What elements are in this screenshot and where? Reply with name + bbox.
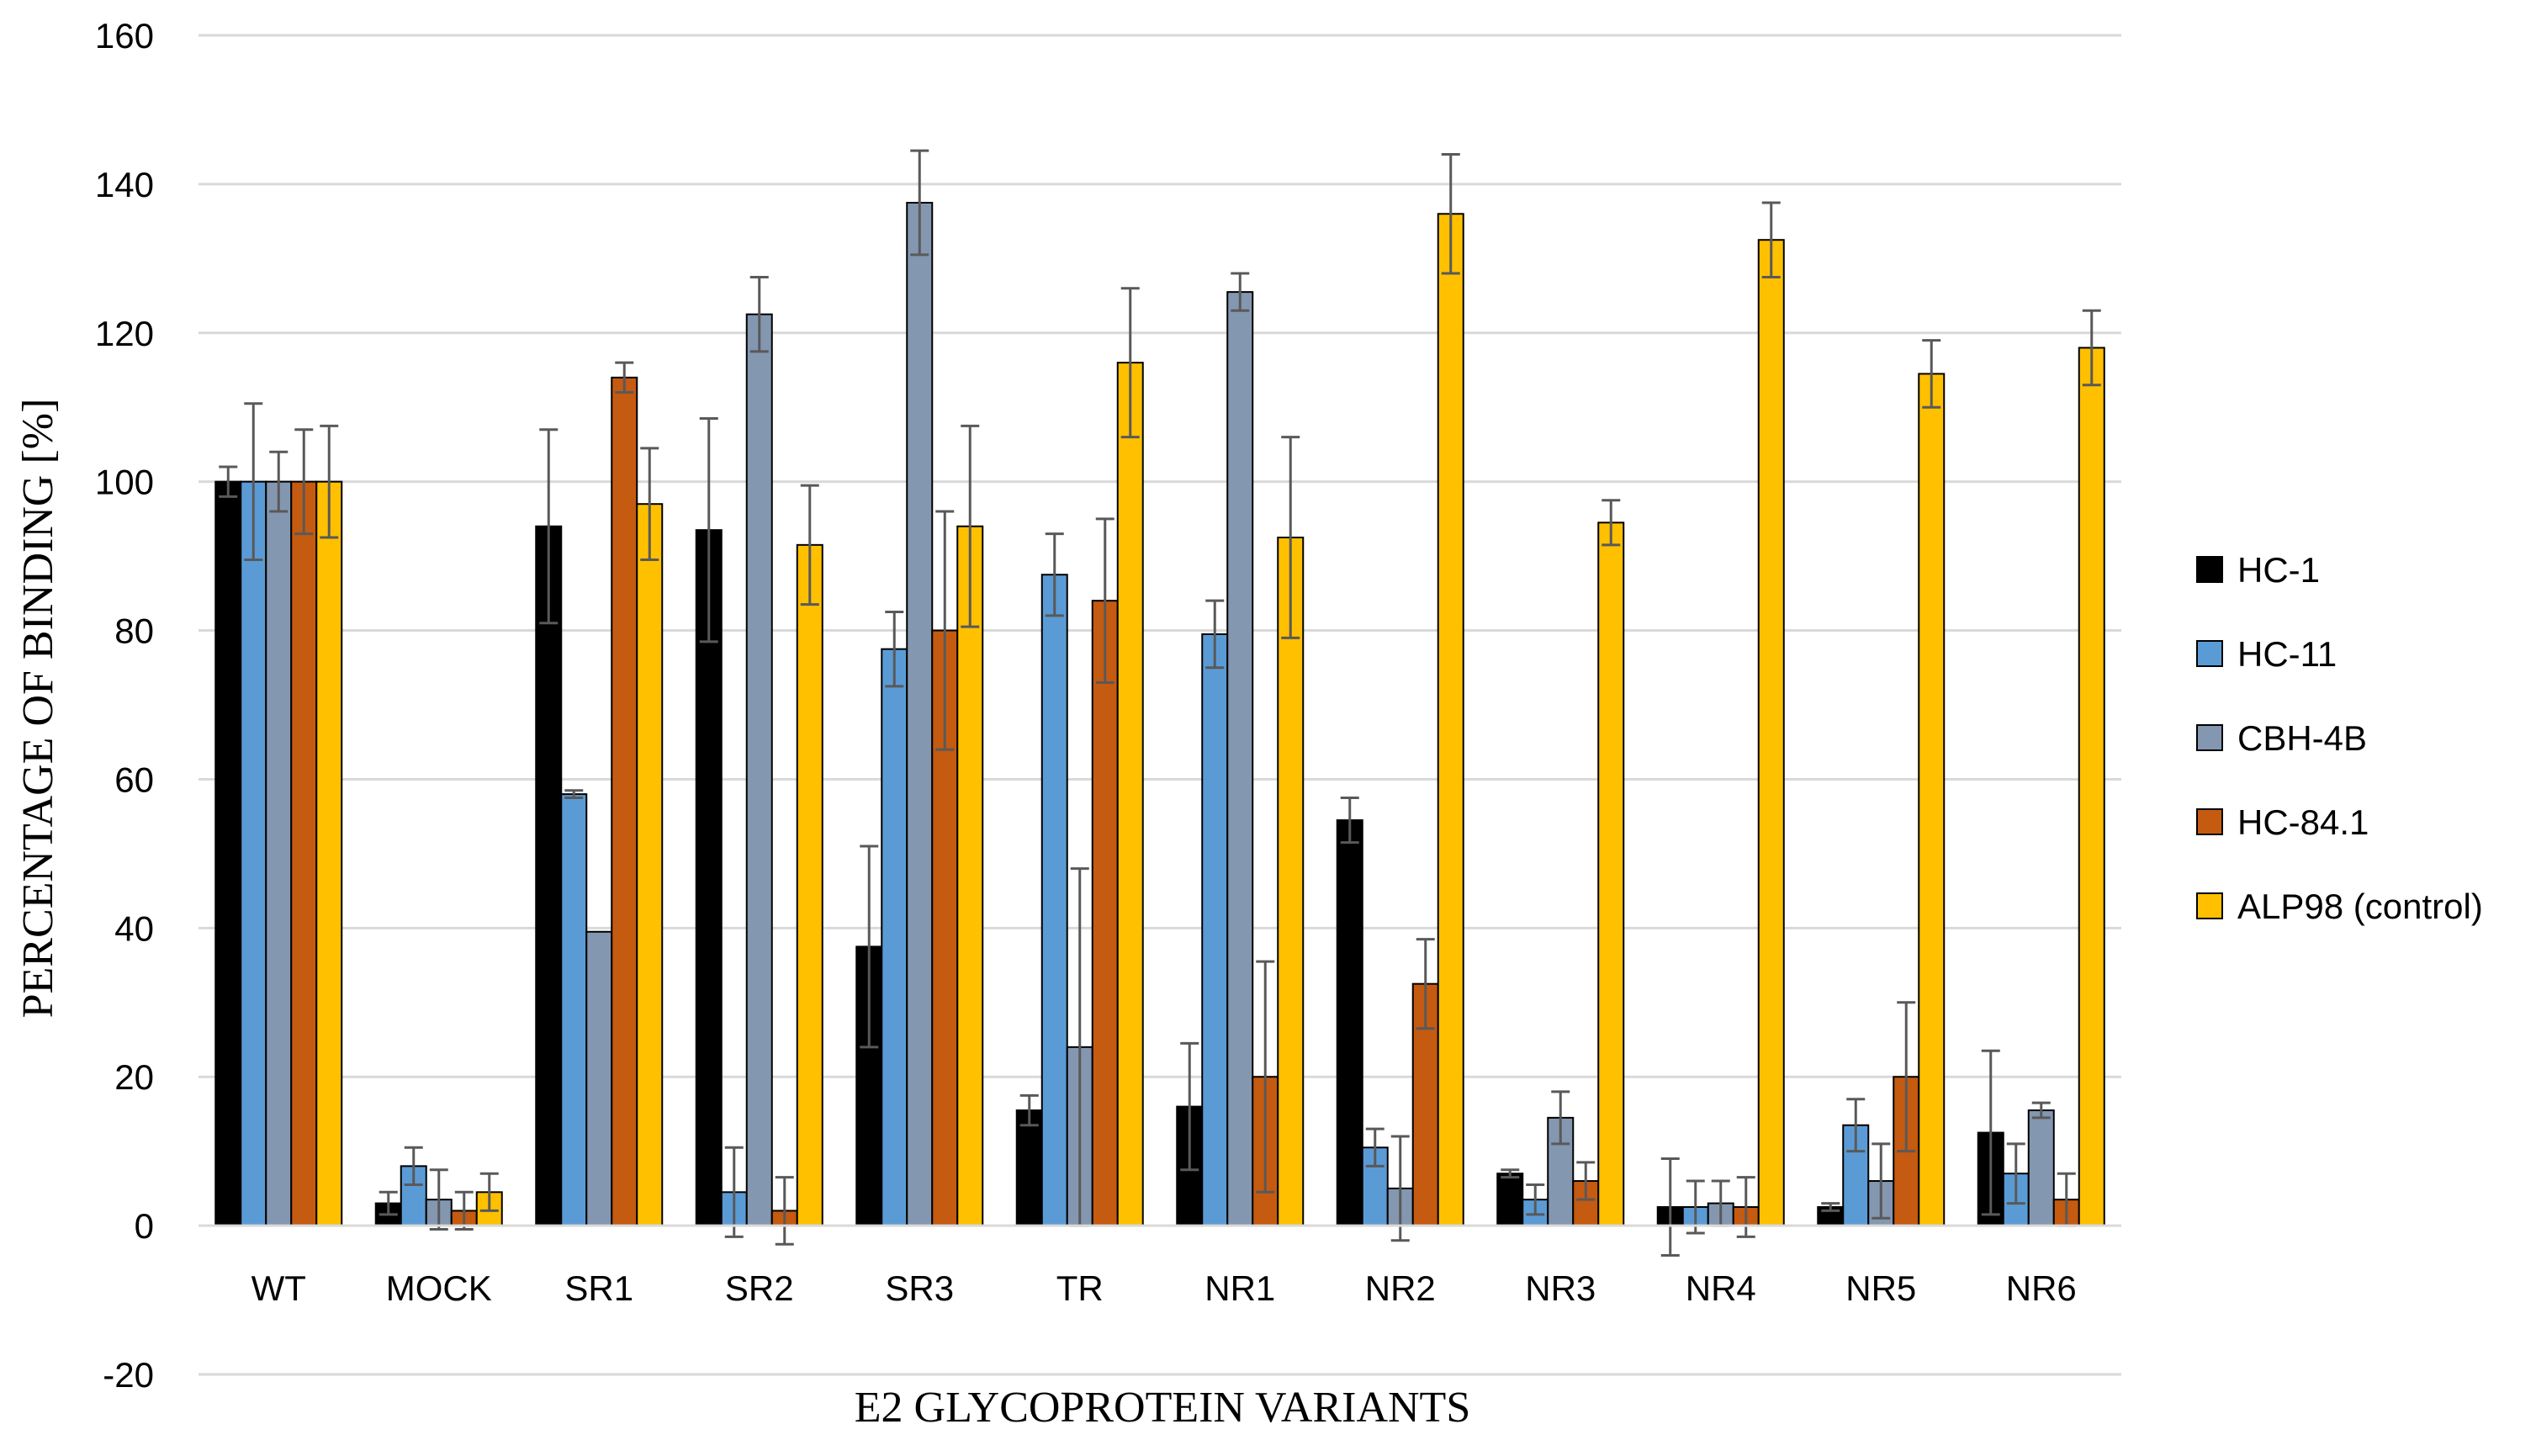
bar-hc-1-wt: [214, 480, 242, 1227]
bar-alp98-control--tr: [1116, 362, 1144, 1227]
x-tick-label: NR4: [1686, 1268, 1756, 1308]
bars: [214, 202, 2105, 1227]
x-tick-label: NR1: [1204, 1268, 1275, 1308]
legend-label: ALP98 (control): [2237, 887, 2483, 926]
bar-hc-1-nr3: [1496, 1173, 1524, 1227]
legend-swatch: [2196, 808, 2223, 835]
y-axis-title: PERCENTAGE OF BINDING [%]: [14, 399, 62, 1019]
legend-label: CBH-4B: [2237, 718, 2367, 758]
x-tick-label: WT: [251, 1268, 306, 1308]
y-tick-label: 20: [114, 1057, 154, 1097]
bar-cbh-4b-sr1: [585, 930, 613, 1227]
bar-cbh-4b-nr1: [1226, 291, 1254, 1227]
bar-alp98-control--nr3: [1597, 522, 1625, 1227]
error-bars: [219, 149, 2101, 1257]
bar-alp98-control--sr2: [796, 543, 823, 1227]
y-tick-label: 120: [95, 314, 154, 353]
bar-hc-11-sr1: [560, 793, 588, 1227]
y-tick-label: 0: [135, 1206, 154, 1246]
bar-alp98-control--nr5: [1918, 373, 1946, 1227]
bar-hc-84-1-wt: [290, 480, 318, 1227]
bar-cbh-4b-nr6: [2027, 1109, 2055, 1227]
y-tick-label: 40: [114, 908, 154, 948]
legend-swatch: [2196, 640, 2223, 667]
gridlines: [199, 34, 2121, 1376]
y-tick-label: 140: [95, 165, 154, 204]
bar-hc-11-wt: [240, 480, 267, 1227]
legend-swatch: [2196, 556, 2223, 583]
y-tick-label: 80: [114, 612, 154, 651]
x-tick-label: SR2: [725, 1268, 794, 1308]
bar-alp98-control--nr1: [1277, 537, 1305, 1227]
x-tick-label: MOCK: [386, 1268, 492, 1308]
y-tick-label: 60: [114, 760, 154, 799]
legend-swatch: [2196, 892, 2223, 919]
bar-hc-1-sr1: [535, 525, 563, 1227]
bar-alp98-control--nr6: [2078, 347, 2105, 1227]
legend: HC-1 HC-11 CBH-4B HC-84.1 ALP98 (control): [2196, 550, 2483, 926]
legend-label: HC-84.1: [2237, 802, 2369, 842]
bar-hc-1-tr: [1015, 1109, 1043, 1227]
x-tick-label: SR3: [885, 1268, 954, 1308]
x-tick-label: NR3: [1525, 1268, 1596, 1308]
x-tick-label: NR6: [2006, 1268, 2077, 1308]
legend-swatch: [2196, 724, 2223, 751]
bar-alp98-control--sr1: [636, 503, 664, 1227]
bar-hc-11-sr3: [881, 648, 908, 1227]
x-tick-label: NR2: [1365, 1268, 1436, 1308]
bar-alp98-control--nr2: [1437, 213, 1464, 1227]
bar-hc-84-1-sr1: [611, 376, 638, 1227]
bar-alp98-control--nr4: [1757, 239, 1785, 1227]
y-axis-ticks: -20 0 20 40 60 80 100 120 140 160: [95, 16, 154, 1395]
bar-cbh-4b-wt: [265, 480, 293, 1227]
legend-label: HC-1: [2237, 550, 2320, 590]
y-tick-label: -20: [103, 1355, 154, 1395]
x-axis-title: E2 GLYCOPROTEIN VARIANTS: [855, 1384, 1470, 1432]
bar-alp98-control--wt: [315, 480, 343, 1227]
x-tick-label: NR5: [1845, 1268, 1916, 1308]
x-axis-ticks: WT MOCK SR1 SR2 SR3 TR NR1 NR2 NR3 NR4 NR5 NR6: [251, 1268, 2077, 1308]
bar-hc-11-tr: [1040, 574, 1068, 1227]
bar-hc-84-1-tr: [1091, 600, 1119, 1227]
bar-hc-1-nr2: [1336, 819, 1363, 1227]
bar-cbh-4b-sr2: [745, 313, 773, 1227]
legend-label: HC-11: [2237, 634, 2337, 674]
x-tick-label: TR: [1056, 1268, 1104, 1308]
y-tick-label: 160: [95, 16, 154, 56]
bar-hc-11-nr1: [1201, 633, 1229, 1227]
bar-cbh-4b-sr3: [906, 202, 934, 1227]
bar-alp98-control--sr3: [956, 525, 984, 1227]
x-tick-label: SR1: [564, 1268, 633, 1308]
y-tick-label: 100: [95, 463, 154, 502]
